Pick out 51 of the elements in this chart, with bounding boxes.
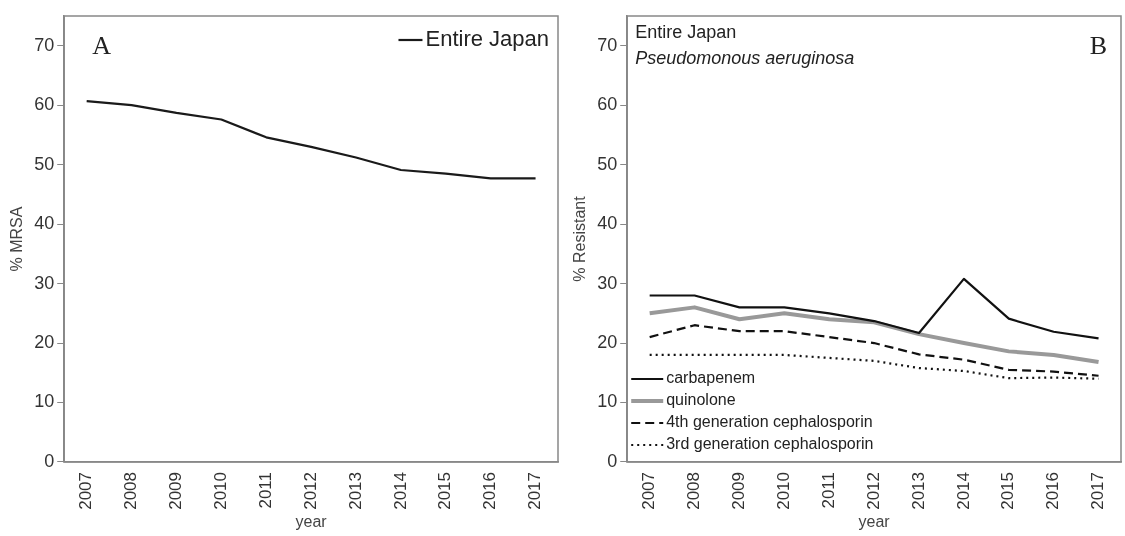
y-tick-label: 70 xyxy=(597,34,618,55)
legend-label: 4th generation cephalosporin xyxy=(666,413,873,431)
y-tick-label: 40 xyxy=(34,213,55,234)
annotation: B xyxy=(1089,31,1107,60)
x-tick-label: 2010 xyxy=(774,471,794,510)
x-tick-label: 2012 xyxy=(300,471,320,510)
x-tick-label: 2014 xyxy=(953,471,973,510)
y-tick-label: 10 xyxy=(597,391,618,412)
x-tick-label: 2008 xyxy=(121,471,141,510)
y-tick-label: 30 xyxy=(34,272,55,293)
x-tick-label: 2014 xyxy=(390,471,410,510)
x-tick-label: 2013 xyxy=(345,471,365,510)
x-tick-label: 2017 xyxy=(525,471,545,510)
annotation: A xyxy=(92,31,112,60)
x-tick-label: 2009 xyxy=(729,471,749,510)
y-tick-label: 20 xyxy=(34,332,55,353)
x-tick-label: 2007 xyxy=(639,471,659,510)
y-tick-label: 50 xyxy=(597,153,618,174)
y-tick-label: 60 xyxy=(34,94,55,115)
x-tick-label: 2016 xyxy=(480,471,500,510)
annotation: Pseudomonous aeruginosa xyxy=(635,48,855,68)
x-axis-title: year xyxy=(858,512,891,530)
y-axis-title: % Resistant xyxy=(571,195,589,282)
x-tick-label: 2011 xyxy=(255,471,275,509)
x-tick-label: 2009 xyxy=(166,471,186,510)
x-tick-label: 2017 xyxy=(1088,471,1108,510)
x-tick-label: 2013 xyxy=(908,471,928,510)
legend-label: Entire Japan xyxy=(425,26,550,52)
x-tick-label: 2015 xyxy=(998,471,1018,510)
y-tick-label: 60 xyxy=(597,94,618,115)
y-tick-label: 10 xyxy=(34,391,55,412)
y-tick-label: 70 xyxy=(34,34,55,55)
legend-label: quinolone xyxy=(666,391,736,409)
x-tick-label: 2010 xyxy=(211,471,231,510)
y-tick-label: 50 xyxy=(34,153,55,174)
y-tick-label: 20 xyxy=(597,332,618,353)
x-tick-label: 2011 xyxy=(818,471,838,509)
x-tick-label: 2015 xyxy=(435,471,455,510)
x-tick-label: 2016 xyxy=(1043,471,1063,510)
y-tick-label: 0 xyxy=(44,450,55,471)
x-tick-label: 2007 xyxy=(76,471,96,510)
legend-label: carbapenem xyxy=(666,369,756,387)
y-tick-label: 40 xyxy=(597,213,618,234)
annotation: Entire Japan xyxy=(635,22,737,42)
legend-label: 3rd generation cephalosporin xyxy=(666,435,874,453)
y-axis-title: % MRSA xyxy=(8,206,26,272)
y-tick-label: 0 xyxy=(607,450,618,471)
x-axis-title: year xyxy=(295,512,328,530)
x-tick-label: 2008 xyxy=(684,471,704,510)
x-tick-label: 2012 xyxy=(863,471,883,510)
y-tick-label: 30 xyxy=(597,272,618,293)
